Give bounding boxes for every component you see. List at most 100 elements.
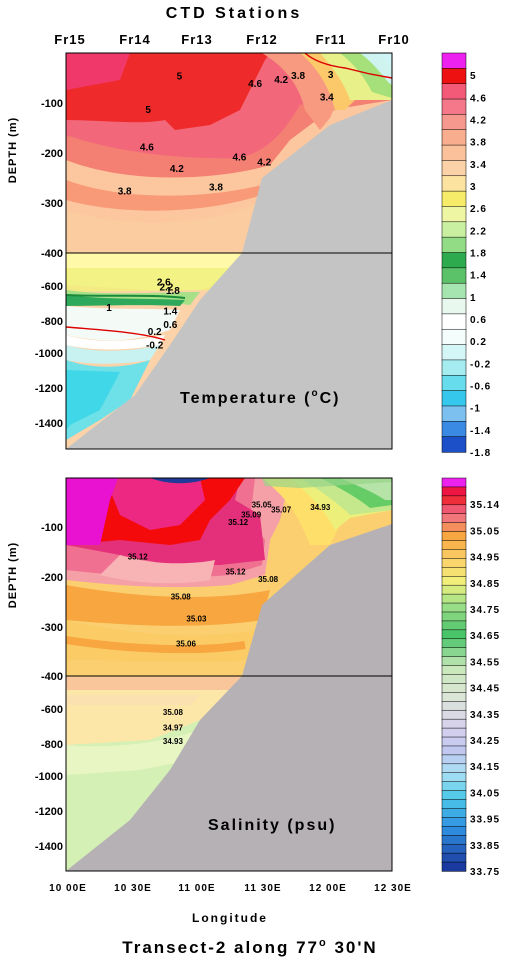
colorbar-swatch bbox=[441, 701, 467, 711]
contour-label: 35.12 bbox=[228, 518, 249, 527]
colorbar-swatch bbox=[441, 638, 467, 649]
colorbar-swatch bbox=[441, 736, 467, 747]
temperature-panel-label: Temperature (oC) bbox=[180, 388, 341, 407]
colorbar-swatch bbox=[441, 754, 467, 765]
colorbar-label: 4.2 bbox=[470, 116, 487, 127]
colorbar-swatch bbox=[441, 629, 467, 640]
colorbar-label: 1 bbox=[470, 293, 477, 304]
contour-label: 3.4 bbox=[320, 93, 334, 104]
contour-label: 3 bbox=[328, 70, 334, 81]
contour-label: 2.6 bbox=[157, 277, 171, 288]
zero-isotherm-lower bbox=[66, 326, 166, 341]
salinity-panel: -100 -200 -300 -400 -600 -800 -1000 -120… bbox=[7, 477, 500, 878]
colorbar-swatch bbox=[441, 647, 467, 658]
colorbar-label: 4.6 bbox=[470, 93, 487, 104]
colorbar-label: 34.25 bbox=[470, 736, 500, 747]
colorbar-swatch bbox=[441, 576, 467, 586]
colorbar-swatch bbox=[441, 709, 467, 720]
contour-label: 35.08 bbox=[163, 708, 184, 717]
sal-ytick-1200: -1200 bbox=[35, 806, 63, 818]
contour-label: 2.2 bbox=[159, 282, 173, 293]
colorbar-swatch bbox=[441, 160, 467, 177]
contour-label: 34.93 bbox=[310, 503, 331, 512]
seafloor-upper-salinity bbox=[242, 524, 392, 676]
colorbar-swatch bbox=[441, 129, 467, 146]
colorbar-swatch bbox=[441, 405, 467, 422]
colorbar-label: 35.05 bbox=[470, 526, 500, 537]
temperature-colorbar: 5 4.6 4.2 3.8 3.4 3 2.6 2.2 1.8 1.4 1 0.6 0.2 -0.2 -0.… bbox=[441, 52, 491, 459]
lon-tick-10-00: 10 00E bbox=[49, 883, 87, 894]
temperature-upper-field bbox=[66, 53, 392, 253]
colorbar-swatch bbox=[441, 602, 467, 613]
colorbar-swatch bbox=[441, 790, 467, 801]
colorbar-swatch bbox=[441, 763, 467, 774]
temp-ytick-400: -400 bbox=[41, 248, 63, 260]
colorbar-swatch bbox=[441, 727, 467, 738]
seafloor-upper-temperature bbox=[242, 100, 392, 253]
temp-ytick-200: -200 bbox=[41, 148, 63, 160]
colorbar-swatch bbox=[441, 718, 467, 729]
lon-tick-10-30: 10 30E bbox=[114, 883, 152, 894]
temperature-yticks: -100 -200 -300 -400 -600 -800 -1000 -120… bbox=[35, 98, 63, 430]
contour-label: 1.4 bbox=[163, 306, 177, 317]
temperature-contour-labels: 54.64.23.8 3.84.6 4.24.6 4.2 3.8 33.452.62.21… bbox=[106, 70, 334, 351]
colorbar-swatch bbox=[441, 852, 467, 863]
contour-label: 35.05 bbox=[252, 501, 273, 510]
colorbar-swatch bbox=[441, 620, 467, 631]
contour-label: 3.8 bbox=[118, 187, 132, 198]
contour-label: -0.2 bbox=[146, 340, 164, 351]
colorbar-swatch bbox=[441, 144, 467, 162]
salinity-yticks: -100 -200 -300 -400 -600 -800 -1000 -120… bbox=[35, 522, 63, 853]
temp-ytick-100: -100 bbox=[41, 98, 63, 110]
station-label-fr14: Fr14 bbox=[119, 32, 150, 47]
contour-label: 35.12 bbox=[128, 553, 149, 562]
colorbar-swatch bbox=[441, 436, 467, 453]
contour-label: 5 bbox=[177, 72, 183, 83]
lon-tick-12-00: 12 00E bbox=[309, 883, 347, 894]
colorbar-label: 2.6 bbox=[470, 204, 487, 215]
colorbar-label: 1.4 bbox=[470, 271, 487, 282]
zero-isotherm-upper bbox=[304, 53, 392, 79]
figure-title: CTD Stations bbox=[166, 5, 302, 22]
salinity-colorbar: 35.14 35.05 34.95 34.85 34.75 34.65 34.55 34.45… bbox=[441, 477, 500, 878]
temp-ytick-600: -600 bbox=[41, 281, 63, 293]
colorbar-label: 34.75 bbox=[470, 605, 500, 616]
salinity-lower-field bbox=[66, 676, 392, 871]
colorbar-label: 34.15 bbox=[470, 762, 500, 773]
temp-ytick-800: -800 bbox=[41, 316, 63, 328]
colorbar-swatch bbox=[441, 513, 467, 524]
colorbar-swatch bbox=[441, 692, 467, 702]
colorbar-label: 1.8 bbox=[470, 249, 487, 260]
contour-label: 1 bbox=[106, 303, 112, 314]
salinity-ylabel: DEPTH (m) bbox=[7, 542, 19, 608]
colorbar-swatch bbox=[441, 236, 467, 254]
station-label-fr15: Fr15 bbox=[54, 32, 85, 47]
contour-label: 35.03 bbox=[186, 615, 207, 624]
contour-label: 0.6 bbox=[163, 320, 177, 331]
contour-label: 34.93 bbox=[163, 737, 184, 746]
colorbar-label: 34.05 bbox=[470, 788, 500, 799]
contour-label: 35.08 bbox=[171, 592, 192, 601]
colorbar-swatch bbox=[441, 683, 467, 694]
colorbar-label: 0.2 bbox=[470, 337, 487, 348]
contour-label: 5 bbox=[145, 105, 151, 116]
colorbar-label: -1 bbox=[470, 404, 481, 415]
colorbar-swatch bbox=[441, 817, 467, 827]
sal-ytick-300: -300 bbox=[41, 622, 63, 634]
temp-ytick-1200: -1200 bbox=[35, 383, 63, 395]
colorbar-label: 34.45 bbox=[470, 684, 500, 695]
sal-ytick-400: -400 bbox=[41, 671, 63, 683]
colorbar-swatch bbox=[441, 549, 467, 560]
colorbar-swatch bbox=[441, 206, 467, 223]
colorbar-swatch bbox=[441, 495, 467, 506]
colorbar-label: 34.35 bbox=[470, 710, 500, 721]
colorbar-label: -0.2 bbox=[470, 359, 491, 370]
colorbar-swatch bbox=[441, 558, 467, 568]
salinity-upper-field bbox=[66, 478, 392, 676]
temp-ytick-1400: -1400 bbox=[35, 418, 63, 430]
contour-label: 4.6 bbox=[248, 79, 262, 90]
lon-tick-11-00: 11 00E bbox=[178, 883, 215, 894]
colorbar-swatch bbox=[441, 522, 467, 533]
contour-label: 0.2 bbox=[148, 327, 162, 338]
